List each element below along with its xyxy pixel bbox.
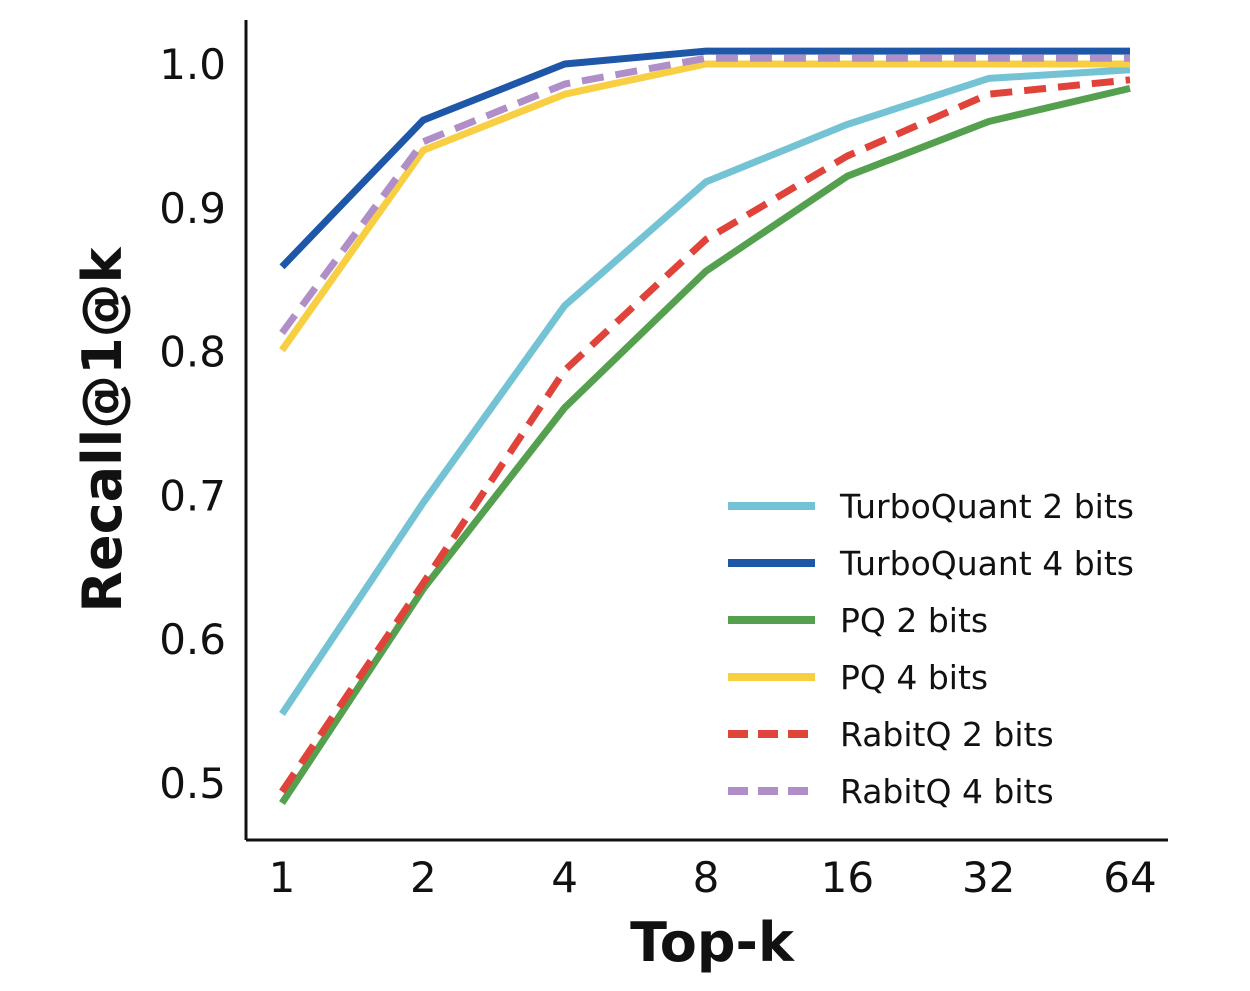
x-tick-label: 32 (962, 853, 1015, 902)
x-tick-label: 2 (410, 853, 437, 902)
x-tick-labels: 1 2 4 8 16 32 64 (269, 853, 1157, 902)
x-tick-label: 4 (551, 853, 578, 902)
y-tick-label: 0.5 (159, 759, 226, 808)
legend-label-pq-2-bits: PQ 2 bits (840, 601, 988, 640)
x-axis-title: Top-k (630, 911, 795, 974)
legend: TurboQuant 2 bits TurboQuant 4 bits PQ 2 b… (728, 487, 1134, 811)
x-tick-label: 64 (1103, 853, 1156, 902)
series-line-rabitq-2-bits (279, 76, 1131, 794)
x-tick-label: 1 (269, 853, 296, 902)
series-line-pq-2-bits (279, 84, 1131, 806)
y-tick-label: 0.9 (159, 184, 226, 233)
legend-label-rabitq-4-bits: RabitQ 4 bits (840, 772, 1054, 811)
series-line-turboquant-2-bits (279, 66, 1131, 716)
x-tick-label: 16 (821, 853, 874, 902)
series-lines (279, 47, 1131, 806)
legend-label-turboquant-4-bits: TurboQuant 4 bits (839, 544, 1134, 583)
legend-label-rabitq-2-bits: RabitQ 2 bits (840, 715, 1054, 754)
y-tick-labels: 0.5 0.6 0.7 0.8 0.9 1.0 (159, 40, 226, 808)
series-line-turboquant-4-bits (279, 47, 1130, 270)
y-tick-label: 0.8 (159, 328, 226, 377)
y-tick-label: 0.7 (159, 471, 226, 520)
axes (244, 20, 1168, 842)
x-tick-label: 8 (693, 853, 720, 902)
y-axis-title: Recall@1@k (71, 246, 134, 612)
legend-label-turboquant-2-bits: TurboQuant 2 bits (839, 487, 1134, 526)
legend-label-pq-4-bits: PQ 4 bits (840, 658, 988, 697)
y-tick-label: 0.6 (159, 615, 226, 664)
y-tick-label: 1.0 (159, 40, 226, 89)
series-line-rabitq-4-bits (279, 54, 1130, 335)
series-line-pq-4-bits (279, 60, 1130, 353)
